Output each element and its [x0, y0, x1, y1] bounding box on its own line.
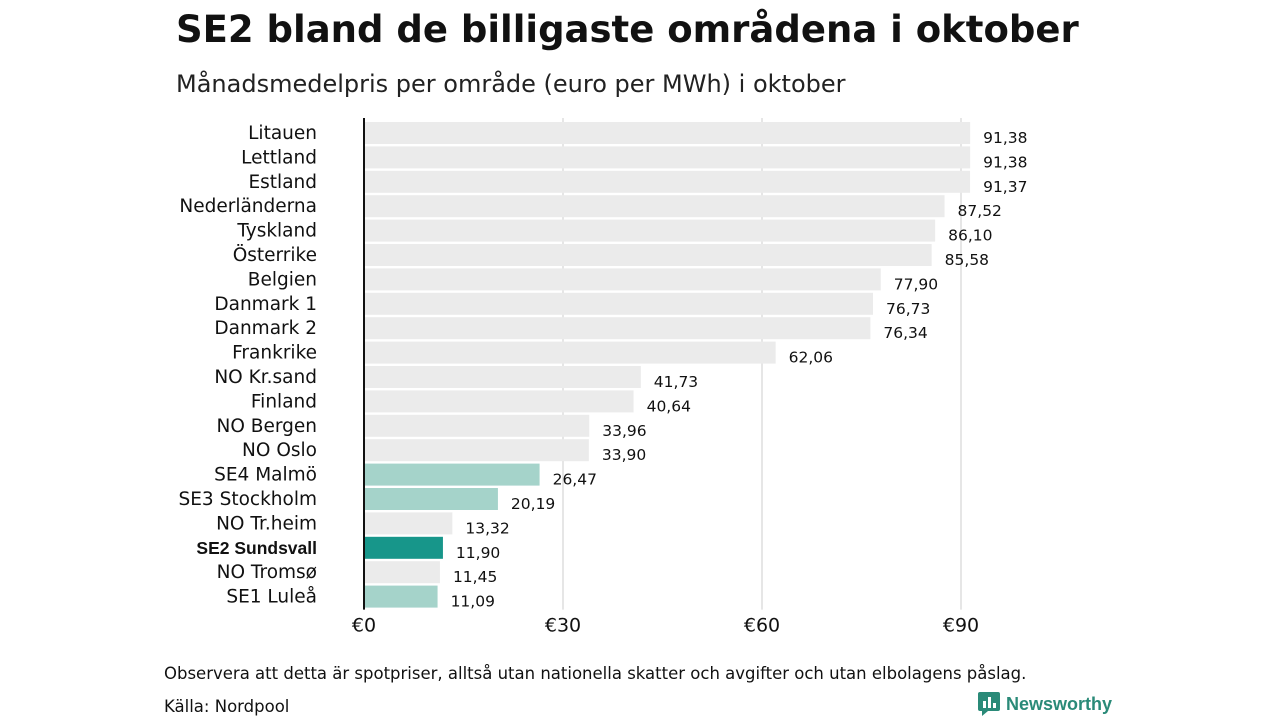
category-labels: Litauen Lettland Estland Nederländerna Tyskl…: [179, 123, 318, 608]
category-label: Litauen: [248, 123, 317, 144]
source-credit: Källa: Nordpool: [164, 697, 290, 716]
category-label: Lettland: [241, 147, 317, 168]
value-label: 11,45: [453, 568, 497, 586]
category-label: Nederländerna: [179, 196, 317, 217]
value-label: 76,73: [886, 300, 930, 318]
bar: [364, 414, 590, 437]
bar-chart: Litauen Lettland Estland Nederländerna Tyskl…: [179, 118, 1028, 637]
newsworthy-logo-icon: [978, 692, 1000, 716]
bar: [364, 561, 440, 584]
category-label: SE2 Sundsvall: [196, 538, 317, 558]
bar: [364, 536, 443, 559]
value-label: 41,73: [654, 373, 698, 391]
value-label: 87,52: [958, 202, 1002, 220]
category-label: NO Bergen: [217, 416, 318, 437]
value-labels: 91,38 91,38 91,37 87,52 86,10 85,58 77,90 76,73…: [451, 129, 1028, 611]
category-label: Österrike: [233, 244, 317, 266]
bar: [364, 439, 589, 462]
x-tick-label: €0: [352, 615, 376, 637]
category-label: NO Oslo: [242, 440, 317, 461]
bar: [364, 463, 540, 486]
value-label: 77,90: [894, 275, 938, 293]
bar: [364, 488, 498, 510]
category-label: NO Kr.sand: [214, 367, 317, 388]
category-label: SE4 Malmö: [214, 465, 317, 486]
value-label: 85,58: [945, 251, 989, 269]
bar: [364, 317, 871, 340]
bar: [364, 122, 971, 144]
bars: [364, 122, 971, 608]
value-label: 33,96: [602, 422, 646, 440]
category-label: SE3 Stockholm: [179, 489, 318, 510]
brand-name: Newsworthy: [1006, 693, 1113, 714]
bar: [364, 170, 971, 193]
bar: [364, 585, 438, 608]
category-label: NO Tromsø: [217, 562, 317, 583]
bar: [364, 390, 634, 413]
value-label: 91,37: [983, 178, 1027, 196]
category-label: Tyskland: [236, 221, 317, 242]
bar: [364, 341, 776, 364]
category-label: SE1 Luleå: [226, 587, 317, 608]
x-tick-label: €30: [545, 615, 581, 637]
x-axis-tick-labels: €0 €30 €60 €90: [352, 615, 979, 637]
value-label: 13,32: [465, 519, 509, 537]
category-label: Frankrike: [232, 343, 317, 364]
category-label: NO Tr.heim: [216, 513, 317, 534]
bar: [364, 195, 945, 218]
category-label: Danmark 1: [214, 294, 317, 315]
value-label: 11,09: [451, 593, 495, 611]
category-label: Estland: [248, 172, 317, 193]
bar: [364, 268, 881, 291]
bar: [364, 512, 453, 535]
bar: [364, 219, 936, 242]
bar: [364, 244, 932, 266]
value-label: 86,10: [948, 227, 992, 245]
footnote: Observera att detta är spotpriser, allts…: [164, 664, 1027, 683]
chart-subtitle: Månadsmedelpris per område (euro per MWh…: [176, 70, 846, 98]
category-label: Danmark 2: [214, 318, 317, 339]
value-label: 76,34: [883, 324, 927, 342]
x-tick-label: €90: [943, 615, 979, 637]
value-label: 91,38: [983, 153, 1027, 171]
value-label: 40,64: [647, 397, 691, 415]
category-label: Belgien: [248, 269, 317, 290]
x-tick-label: €60: [744, 615, 780, 637]
bar: [364, 292, 873, 315]
value-label: 91,38: [983, 129, 1027, 147]
chart-title: SE2 bland de billigaste områdena i oktob…: [176, 8, 1079, 51]
value-label: 11,90: [456, 544, 500, 562]
brand-logo: Newsworthy: [978, 692, 1112, 716]
value-label: 62,06: [789, 349, 833, 367]
value-label: 33,90: [602, 446, 646, 464]
value-label: 26,47: [553, 471, 597, 489]
bar: [364, 146, 971, 169]
category-label: Finland: [251, 391, 317, 412]
value-label: 20,19: [511, 495, 555, 513]
bar: [364, 366, 641, 388]
